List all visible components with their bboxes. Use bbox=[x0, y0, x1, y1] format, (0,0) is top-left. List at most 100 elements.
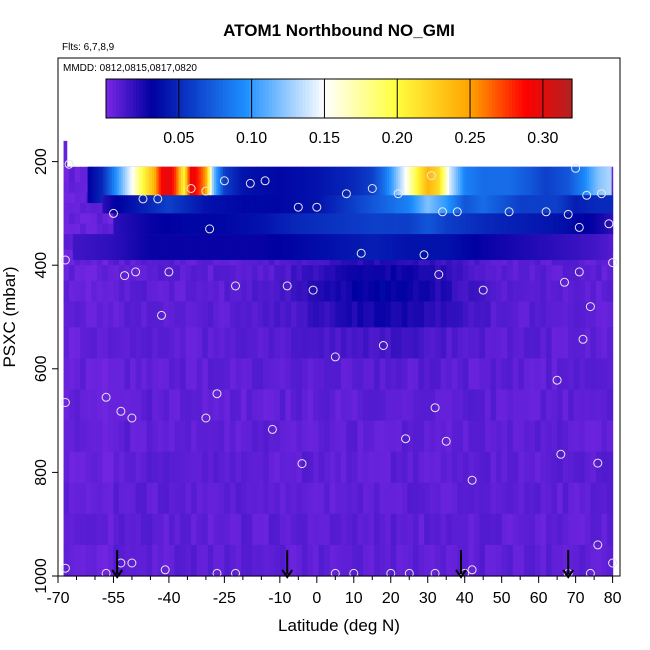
curtain-cell bbox=[457, 327, 464, 360]
curtain-cell bbox=[468, 513, 475, 546]
curtain-band-cell bbox=[176, 166, 180, 204]
curtain-cell bbox=[141, 389, 148, 422]
curtain-band-cell bbox=[334, 234, 338, 261]
curtain-band-cell bbox=[185, 234, 189, 261]
curtain-cell bbox=[302, 265, 309, 282]
curtain-band-cell bbox=[502, 166, 506, 204]
curtain-cell bbox=[263, 513, 270, 546]
observation-point bbox=[160, 565, 170, 575]
curtain-cell bbox=[490, 544, 497, 577]
observation-point bbox=[571, 163, 581, 173]
curtain-cell bbox=[579, 420, 586, 453]
curtain-band-cell bbox=[495, 213, 498, 235]
curtain-cell bbox=[296, 301, 303, 328]
curtain-band-cell bbox=[464, 166, 468, 204]
curtain-cell bbox=[119, 265, 126, 282]
curtain-cell bbox=[396, 420, 403, 453]
curtain-cell bbox=[451, 389, 458, 422]
curtain-band-cell bbox=[273, 195, 276, 214]
curtain-cell bbox=[590, 482, 597, 515]
curtain-cell bbox=[246, 301, 253, 328]
curtain-cell bbox=[135, 420, 142, 453]
curtain-band-cell bbox=[517, 166, 521, 204]
curtain-cell bbox=[529, 451, 536, 484]
curtain-band-cell bbox=[580, 234, 584, 261]
observation-point bbox=[64, 159, 74, 169]
curtain-cell bbox=[496, 513, 503, 546]
curtain-band-cell bbox=[412, 213, 416, 235]
curtain-band-cell bbox=[157, 213, 161, 235]
curtain-band-cell bbox=[572, 213, 576, 235]
curtain-band-cell bbox=[500, 166, 503, 204]
curtain-band-cell bbox=[463, 195, 467, 214]
curtain-cell bbox=[335, 544, 342, 577]
curtain-band-cell bbox=[360, 166, 364, 204]
curtain-cell bbox=[551, 327, 558, 360]
curtain-band-cell bbox=[251, 213, 254, 235]
curtain-cell bbox=[363, 358, 370, 391]
curtain-cell bbox=[501, 358, 508, 391]
curtain-cell bbox=[119, 358, 126, 391]
curtain-edge-column bbox=[63, 140, 68, 167]
curtain-band-cell bbox=[272, 234, 276, 261]
curtain-band-cell bbox=[606, 166, 610, 204]
curtain-band-cell bbox=[256, 166, 259, 204]
curtain-cell bbox=[457, 265, 464, 282]
colorbar-segment bbox=[405, 79, 410, 118]
curtain-band-cell bbox=[476, 234, 480, 261]
curtain-cell bbox=[473, 482, 481, 515]
curtain-cell bbox=[74, 513, 81, 546]
curtain-band-cell bbox=[426, 213, 429, 235]
curtain-cell bbox=[412, 358, 420, 391]
curtain-band-cell bbox=[436, 234, 440, 261]
curtain-cell bbox=[185, 265, 192, 282]
curtain-band-cell bbox=[521, 213, 525, 235]
curtain-cell bbox=[224, 482, 231, 515]
curtain-cell bbox=[407, 327, 414, 360]
curtain-cell bbox=[74, 544, 81, 577]
curtain-band-cell bbox=[399, 213, 403, 235]
colorbar-segment bbox=[155, 79, 160, 118]
curtain-cell bbox=[385, 280, 392, 303]
curtain-cell bbox=[507, 389, 514, 422]
curtain-band-cell bbox=[191, 195, 194, 214]
curtain-band-cell bbox=[390, 213, 394, 235]
curtain-cell bbox=[451, 280, 458, 303]
curtain-cell bbox=[435, 482, 442, 515]
curtain-band-cell bbox=[263, 234, 267, 261]
colorbar-segment bbox=[312, 79, 317, 118]
curtain-cell bbox=[562, 482, 569, 515]
colorbar-segment bbox=[299, 79, 303, 118]
observation-point bbox=[574, 222, 584, 232]
curtain-cell bbox=[268, 327, 275, 360]
curtain-cell bbox=[146, 482, 153, 515]
curtain-cell bbox=[590, 301, 597, 328]
curtain-cell bbox=[191, 301, 198, 328]
curtain-band-cell bbox=[254, 234, 258, 261]
curtain-cell bbox=[368, 327, 375, 360]
curtain-band-cell bbox=[106, 234, 109, 261]
curtain-cell bbox=[518, 301, 525, 328]
curtain-cell bbox=[468, 420, 475, 453]
curtain-band-cell bbox=[492, 213, 496, 235]
colorbar-segment bbox=[525, 79, 530, 118]
curtain-cell bbox=[385, 327, 392, 360]
curtain-band-cell bbox=[610, 195, 614, 214]
curtain-band-cell bbox=[317, 195, 321, 214]
curtain-band-cell bbox=[460, 166, 463, 204]
curtain-band-cell bbox=[333, 195, 336, 214]
observation-point bbox=[585, 568, 595, 578]
curtain-band-cell bbox=[75, 234, 78, 261]
curtain-band-cell bbox=[72, 234, 76, 261]
curtain-cell bbox=[241, 389, 248, 422]
curtain-cell bbox=[119, 389, 126, 422]
curtain-band-cell bbox=[81, 234, 85, 261]
curtain-band-cell bbox=[147, 166, 151, 204]
curtain-cell bbox=[263, 389, 270, 422]
curtain-cell bbox=[196, 451, 203, 484]
curtain-cell bbox=[202, 389, 209, 422]
curtain-band-cell bbox=[114, 166, 117, 204]
curtain-cell bbox=[523, 327, 531, 360]
curtain-band-cell bbox=[167, 166, 171, 204]
